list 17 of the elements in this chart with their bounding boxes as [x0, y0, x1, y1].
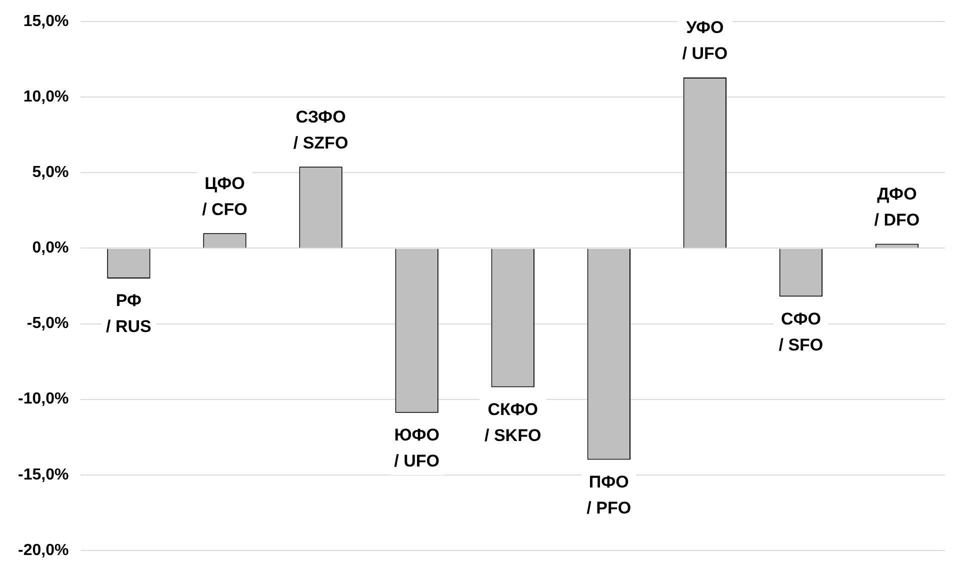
x-tick-label: ПФО / PFO [586, 472, 632, 518]
y-tick-label: 15,0% [23, 13, 69, 30]
x-tick-label: СЗФО / SZFO [293, 107, 348, 152]
x-tick-label: УФО / UFO [682, 18, 728, 64]
x-tick-label: СФО / SFO [778, 309, 824, 354]
y-tick-label: -5,0% [26, 315, 69, 332]
x-tick-label: ДФО / DFO [874, 184, 920, 230]
x-tick-label: СКФО / SKFO [484, 400, 542, 445]
y-tick-label: -15,0% [18, 466, 69, 484]
y-tick-label: 5,0% [32, 164, 69, 182]
y-tick-label: -20,0% [18, 542, 69, 559]
x-tick-label: РФ / RUS [106, 291, 152, 336]
y-tick-label: 0,0% [32, 240, 69, 257]
y-tick-label: 10,0% [23, 88, 69, 106]
x-tick-label: ЮФО / UFO [394, 426, 440, 471]
x-tick-label: ЦФО / CFO [202, 174, 248, 219]
y-tick-label: -10,0% [18, 390, 69, 408]
